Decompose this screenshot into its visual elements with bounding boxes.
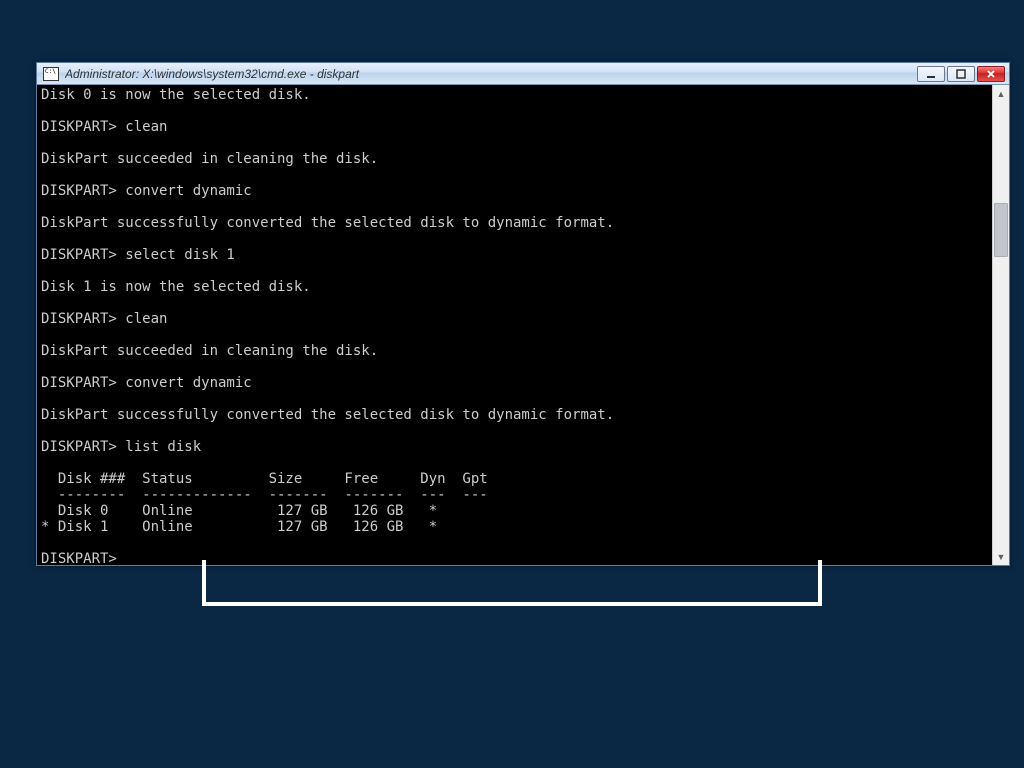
minimize-button[interactable] [917,66,945,82]
scroll-up-button[interactable]: ▲ [993,85,1009,102]
scroll-down-button[interactable]: ▼ [993,548,1009,565]
console-output[interactable]: Disk 0 is now the selected disk. DISKPAR… [37,85,992,565]
progress-bar-outline [202,560,822,606]
scroll-thumb[interactable] [994,203,1008,257]
maximize-button[interactable] [947,66,975,82]
vertical-scrollbar[interactable]: ▲ ▼ [992,85,1009,565]
cmd-icon [43,67,59,81]
console-area: Disk 0 is now the selected disk. DISKPAR… [37,85,1009,565]
cmd-window: Administrator: X:\windows\system32\cmd.e… [36,62,1010,566]
window-buttons [917,66,1005,82]
window-title: Administrator: X:\windows\system32\cmd.e… [65,67,917,81]
titlebar[interactable]: Administrator: X:\windows\system32\cmd.e… [37,63,1009,85]
close-button[interactable] [977,66,1005,82]
